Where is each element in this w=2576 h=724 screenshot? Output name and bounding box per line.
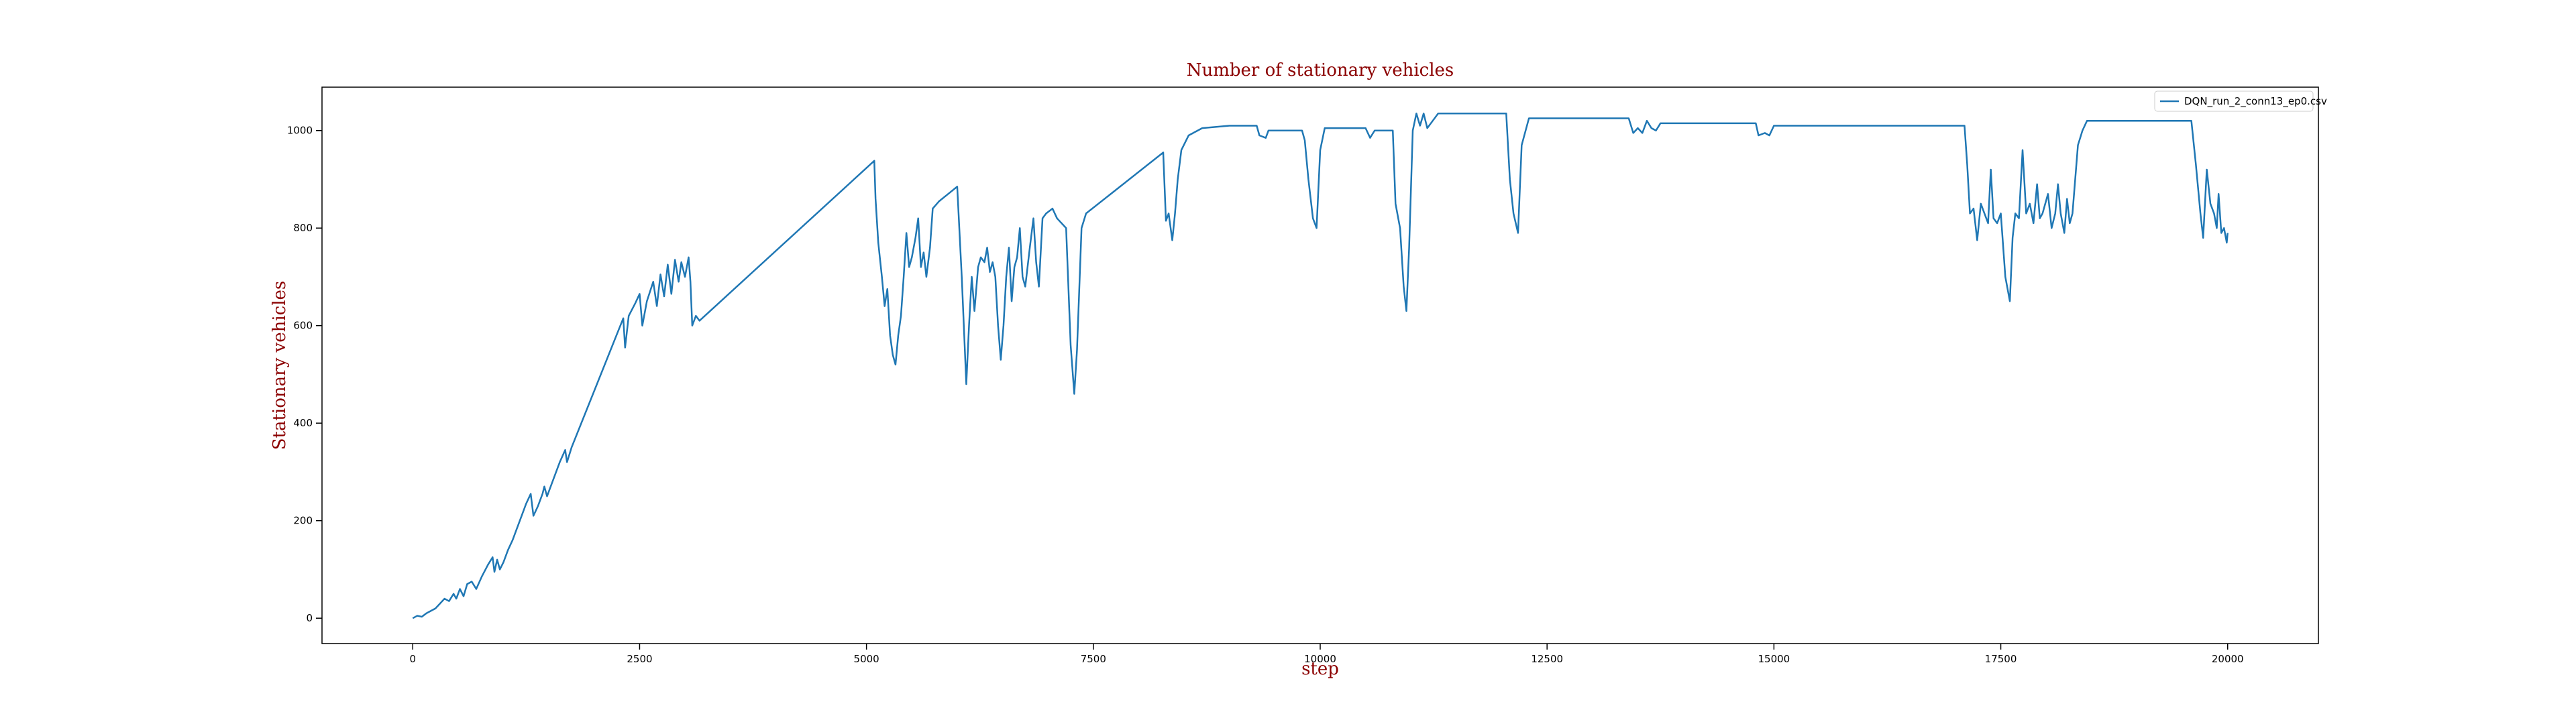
y-tick-label: 600 [293, 320, 313, 332]
legend-box [2154, 90, 2314, 112]
legend: DQN_run_2_conn13_ep0.csv [2154, 90, 2327, 112]
y-axis-label: Stationary vehicles [270, 281, 290, 450]
chart-title: Number of stationary vehicles [1187, 60, 1454, 80]
data-line [412, 113, 2229, 619]
x-tick-label: 0 [409, 653, 416, 665]
x-axis-label: step [1301, 659, 1339, 679]
y-tick-label: 0 [306, 612, 313, 624]
x-tick-label: 17500 [1985, 653, 2017, 665]
y-tick-label: 200 [293, 515, 313, 527]
y-tick-label: 1000 [287, 125, 313, 137]
legend-label: DQN_run_2_conn13_ep0.csv [2184, 95, 2327, 108]
x-tick-label: 7500 [1081, 653, 1106, 665]
x-tick-label: 5000 [854, 653, 879, 665]
x-tick-label: 20000 [2212, 653, 2244, 665]
x-tick-label: 12500 [1531, 653, 1563, 665]
x-tick-label: 2500 [627, 653, 652, 665]
x-tick-label: 15000 [1758, 653, 1790, 665]
y-tick-label: 400 [293, 417, 313, 429]
y-tick-label: 800 [293, 222, 313, 234]
plot-frame [321, 86, 2319, 644]
x-tick-label: 10000 [1304, 653, 1336, 665]
